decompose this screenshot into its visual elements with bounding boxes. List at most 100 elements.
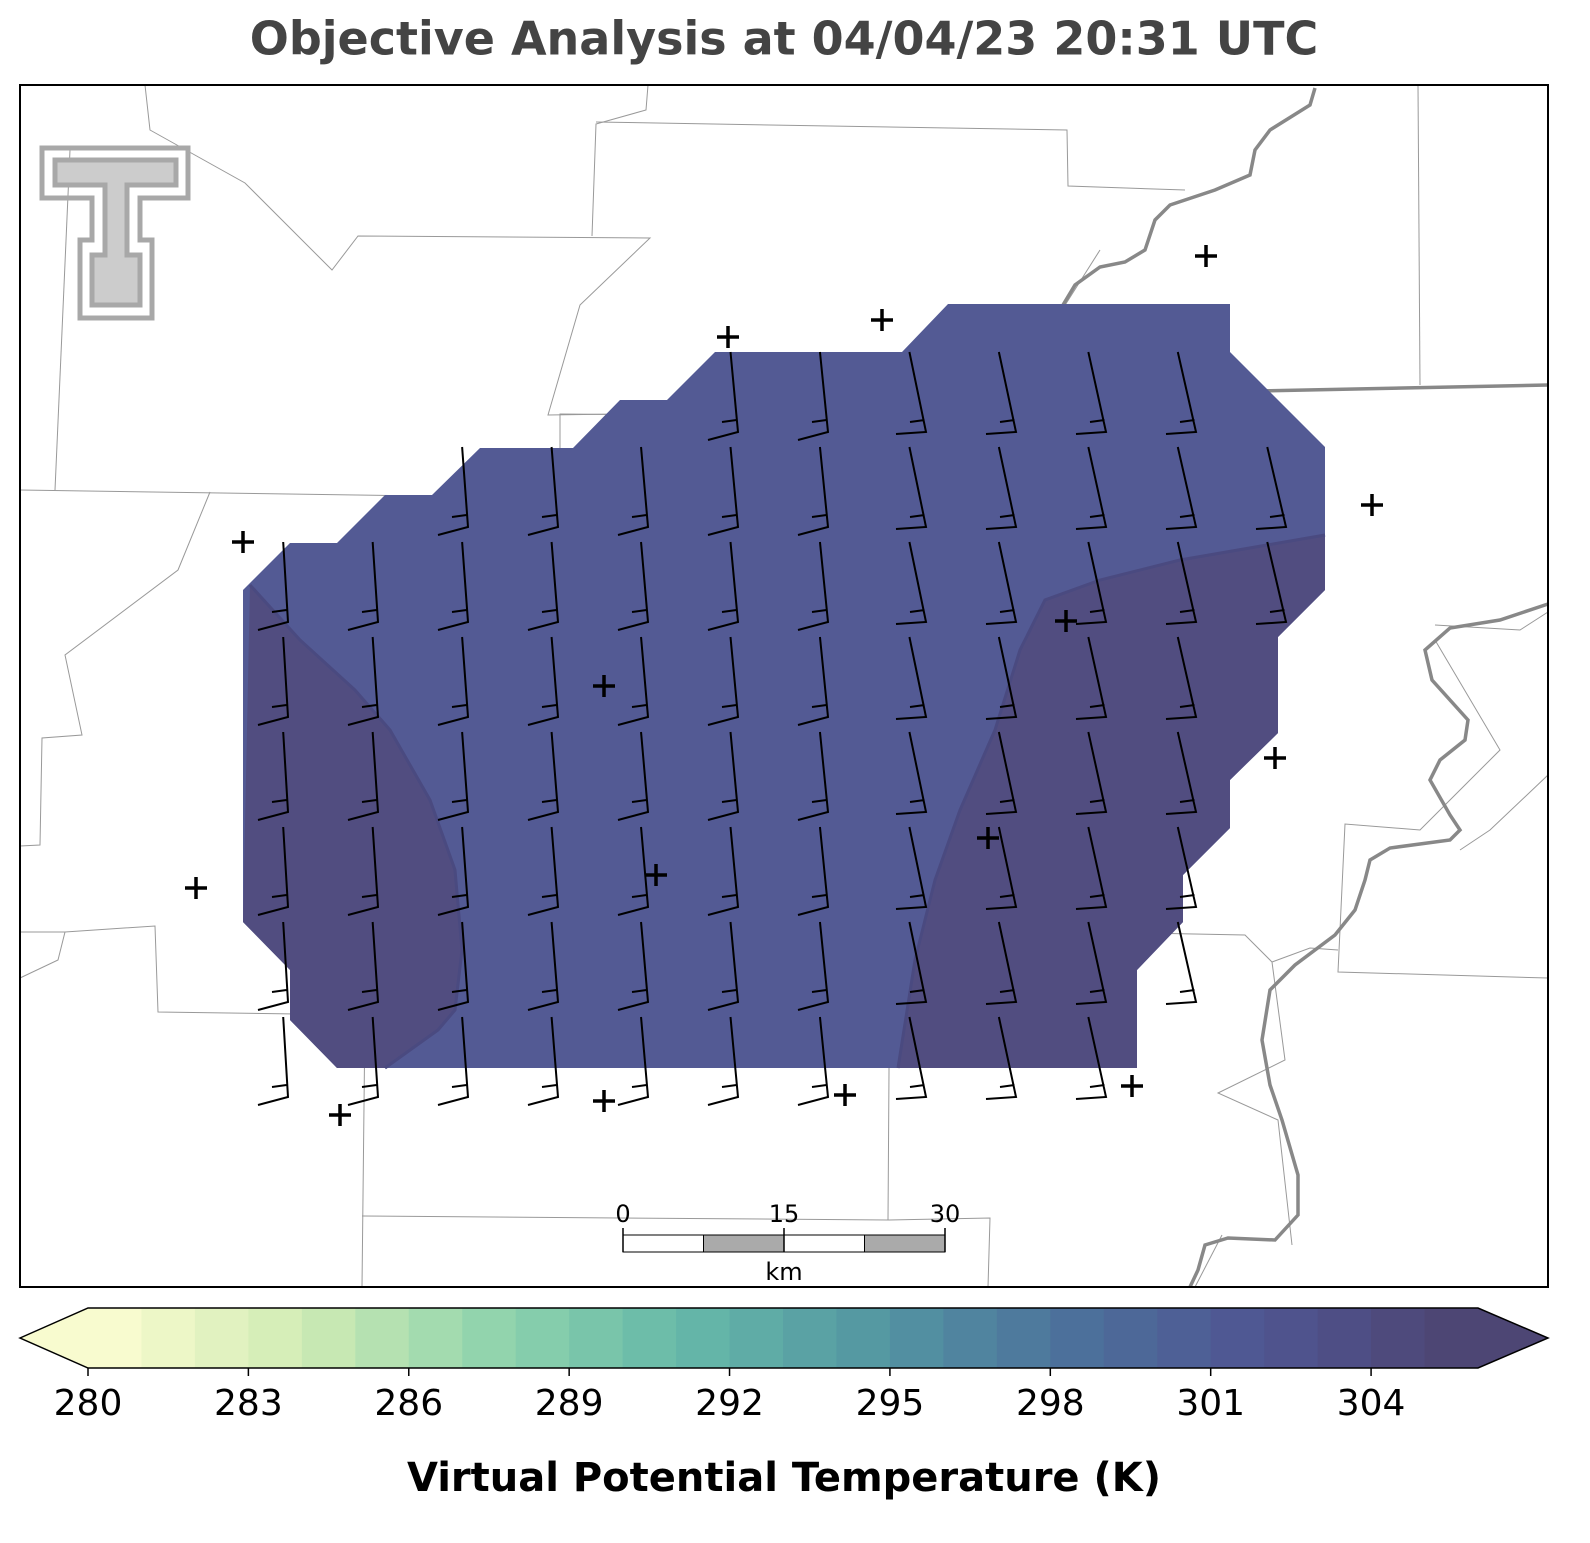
- wind-barb: [985, 731, 1018, 815]
- station-marker: [232, 531, 254, 553]
- wind-barb: [527, 636, 560, 726]
- wind-barb: [617, 636, 650, 726]
- station-marker: [185, 877, 207, 899]
- wind-barb: [895, 921, 928, 1005]
- wind-barb: [1165, 636, 1198, 720]
- wind-barb: [797, 541, 830, 631]
- wind-barb: [797, 921, 830, 1011]
- colorbar-tick-label: 304: [1337, 1383, 1406, 1424]
- wind-barb: [617, 731, 650, 821]
- wind-barb: [437, 826, 470, 916]
- wind-barb: [617, 446, 650, 536]
- wind-barb: [257, 731, 290, 821]
- colorbar-bin: [569, 1308, 624, 1368]
- colorbar-bin: [889, 1308, 944, 1368]
- wind-barb: [617, 921, 650, 1011]
- wind-barb: [985, 541, 1018, 625]
- colorbar: Virtual Potential Temperature (K) 280 283…: [18, 1307, 1550, 1501]
- wind-barb: [527, 731, 560, 821]
- wind-barb: [895, 1016, 928, 1100]
- scale-segment: [783, 1234, 865, 1253]
- wind-barb: [347, 1016, 380, 1106]
- wind-barb: [985, 1016, 1018, 1100]
- scale-segment: [864, 1234, 946, 1253]
- colorbar-extend-low: [20, 1308, 88, 1368]
- colorbar-bin: [301, 1308, 356, 1368]
- scale-segment: [622, 1234, 704, 1253]
- wind-barb: [527, 826, 560, 916]
- colorbar-bin: [1103, 1308, 1158, 1368]
- wind-barb: [985, 351, 1018, 435]
- scale-bar: km 0 15 30: [615, 1200, 960, 1286]
- colorbar-bin: [1157, 1308, 1212, 1368]
- wind-barb: [527, 921, 560, 1011]
- wind-barb: [797, 636, 830, 726]
- colorbar-bin: [943, 1308, 998, 1368]
- wind-barb: [1075, 541, 1108, 625]
- colorbar-tick-label: 298: [1016, 1383, 1085, 1424]
- colorbar-bin: [622, 1308, 677, 1368]
- scale-tick-label: 15: [769, 1200, 800, 1228]
- station-marker: [871, 309, 893, 331]
- wind-barb: [437, 1016, 470, 1106]
- wind-barb: [895, 731, 928, 815]
- colorbar-bin: [836, 1308, 891, 1368]
- station-marker: [593, 1090, 615, 1112]
- wind-barb: [797, 731, 830, 821]
- wind-barb: [1075, 1016, 1108, 1100]
- scale-tick-label: 0: [615, 1200, 630, 1228]
- wind-barb: [437, 541, 470, 631]
- wind-barb: [1165, 826, 1198, 910]
- station-marker: [1264, 747, 1286, 769]
- wind-barb: [895, 826, 928, 910]
- colorbar-tick-label: 286: [374, 1383, 443, 1424]
- map: km 0 15 30: [19, 84, 1549, 1288]
- wind-barb: [527, 1016, 560, 1106]
- colorbar-bin: [462, 1308, 517, 1368]
- logo: [39, 145, 191, 321]
- wind-barb: [437, 446, 470, 536]
- wind-barb: [257, 636, 290, 726]
- scale-segment: [703, 1234, 785, 1253]
- filled-contour: [243, 585, 462, 1068]
- wind-barb: [895, 636, 928, 720]
- colorbar-bin: [729, 1308, 784, 1368]
- station-marker: [834, 1084, 856, 1106]
- colorbar-bin: [1317, 1308, 1372, 1368]
- wind-barb: [527, 446, 560, 536]
- colorbar-tick-label: 292: [695, 1383, 764, 1424]
- colorbar-bin: [194, 1308, 249, 1368]
- wind-barb: [895, 351, 928, 435]
- wind-barb: [895, 541, 928, 625]
- wind-barb: [617, 541, 650, 631]
- wind-barb: [347, 541, 380, 631]
- wind-barb: [1255, 446, 1288, 530]
- wind-barb: [257, 541, 290, 631]
- wind-barb: [437, 921, 470, 1011]
- station-marker: [1361, 494, 1383, 516]
- map-frame: [19, 84, 1549, 1288]
- scale-unit: km: [765, 1258, 802, 1286]
- station-marker: [1055, 610, 1077, 632]
- station-marker: [1121, 1075, 1143, 1097]
- wind-barb: [257, 1016, 290, 1106]
- wind-barb: [527, 541, 560, 631]
- wind-barb: [797, 826, 830, 916]
- wind-barb: [985, 826, 1018, 910]
- wind-barb: [1255, 541, 1288, 625]
- wind-barb: [1165, 446, 1198, 530]
- wind-barb: [617, 1016, 650, 1106]
- wind-barb: [1075, 446, 1108, 530]
- station-marker: [977, 827, 999, 849]
- colorbar-bin: [676, 1308, 731, 1368]
- title: Objective Analysis at 04/04/23 20:31 UTC: [250, 12, 1319, 66]
- filled-contour: [898, 535, 1325, 1068]
- wind-barb: [707, 826, 740, 916]
- wind-barb: [707, 1016, 740, 1106]
- wind-barb: [985, 636, 1018, 720]
- scale-tick-label: 30: [930, 1200, 961, 1228]
- wind-barb: [707, 351, 740, 441]
- wind-barb: [347, 826, 380, 916]
- station-marker: [717, 326, 739, 348]
- station-marker: [593, 675, 615, 697]
